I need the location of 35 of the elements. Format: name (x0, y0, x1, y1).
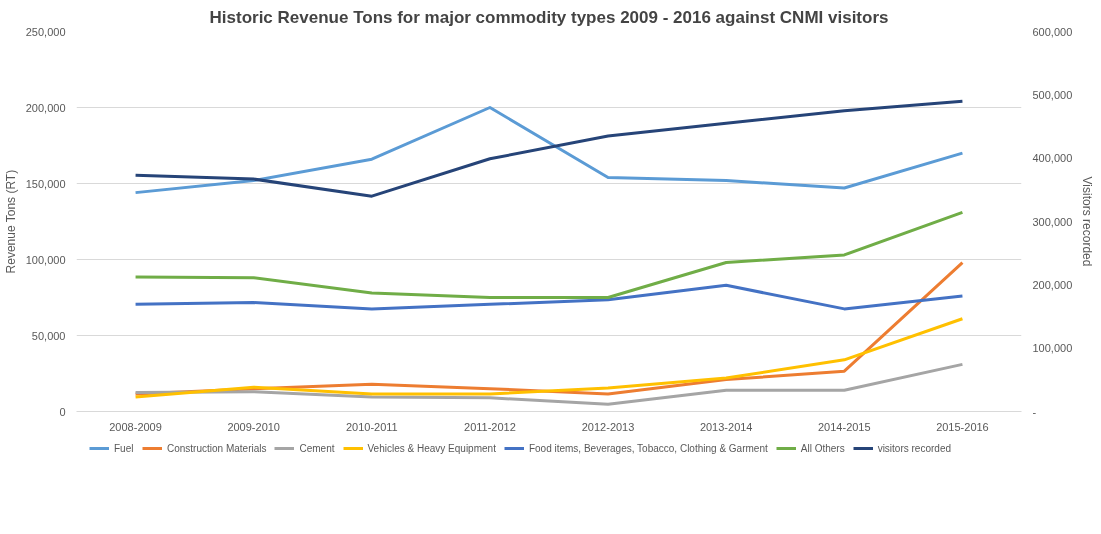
legend-label: All Others (800, 442, 845, 454)
y2-tick-label: 300,000 (1032, 215, 1073, 228)
y-tick-label: 150,000 (25, 177, 66, 190)
y2-tick-label: 600,000 (1032, 25, 1073, 38)
y-tick-label: 100,000 (25, 253, 66, 266)
y2-tick-label: 200,000 (1032, 278, 1073, 291)
x-tick-label: 2011-2012 (464, 420, 516, 433)
y-tick-label: 50,000 (31, 329, 66, 342)
chart-title: Historic Revenue Tons for major commodity types 2009 - 2016 against CNMI visitors (209, 7, 889, 27)
x-tick-label: 2015-2016 (936, 420, 989, 433)
y-tick-label: 200,000 (25, 101, 66, 114)
legend-label: Cement (299, 442, 335, 454)
line-series (134, 362, 964, 406)
legend-label: Construction Materials (167, 442, 267, 454)
y-tick-label: 0 (59, 405, 66, 418)
x-tick-label: 2014-2015 (818, 420, 871, 433)
y2-tick-label: 100,000 (1032, 342, 1073, 355)
line-series (134, 317, 964, 399)
legend-label: Food items, Beverages, Tobacco, Clothing & Garment (528, 442, 768, 454)
legend-label: Vehicles & Heavy Equipment (367, 442, 496, 454)
line-series (134, 283, 964, 311)
y2-tick-label: 500,000 (1032, 88, 1073, 101)
x-tick-label: 2009-2010 (227, 420, 280, 433)
y2-tick-label: 400,000 (1032, 152, 1073, 165)
x-tick-label: 2010-2011 (345, 420, 398, 433)
y2-tick-label: - (1032, 405, 1037, 418)
y2-axis-title: Visitors recorded (1080, 176, 1095, 267)
x-tick-label: 2013-2014 (699, 420, 753, 433)
y-tick-label: 250,000 (25, 25, 66, 38)
x-tick-label: 2012-2013 (581, 420, 635, 433)
legend-label: visitors recorded (877, 442, 951, 454)
x-tick-label: 2008-2009 (109, 420, 162, 433)
y-axis-title: Revenue Tons (RT) (3, 169, 18, 274)
line-series (134, 210, 964, 299)
legend-label: Fuel (114, 442, 134, 454)
